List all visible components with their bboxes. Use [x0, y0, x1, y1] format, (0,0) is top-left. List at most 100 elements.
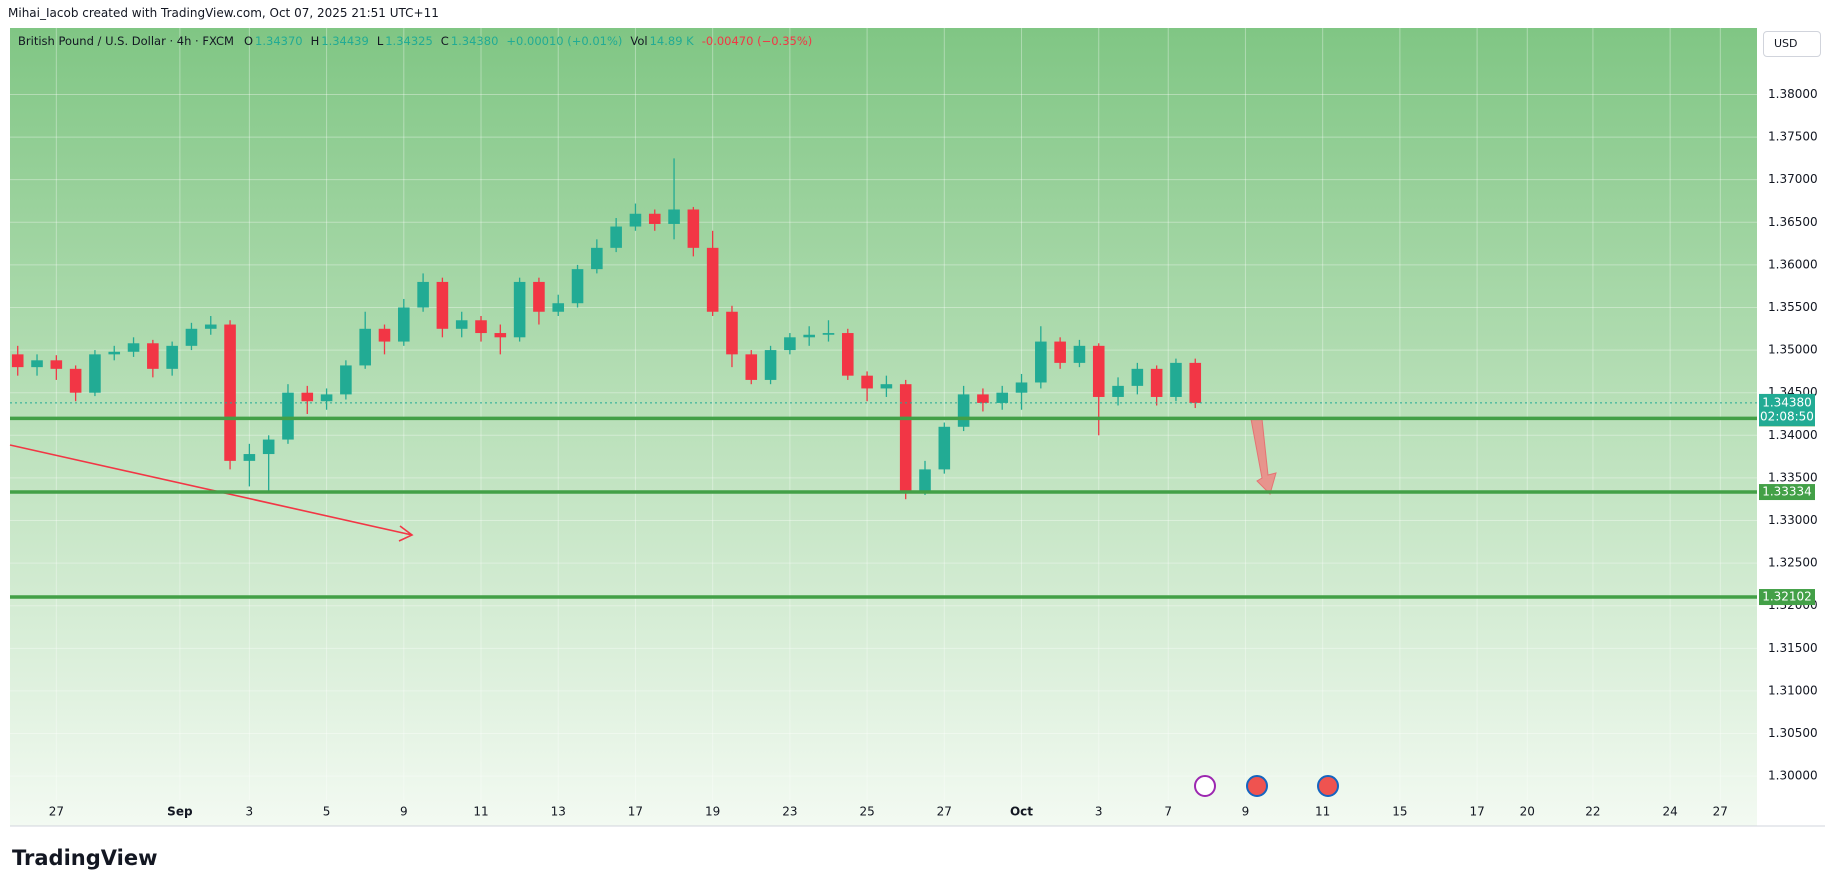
candle-body	[552, 303, 565, 312]
y-tick-label: 1.32500	[1768, 556, 1818, 570]
candle-body	[436, 281, 449, 329]
candle-body	[919, 469, 931, 491]
y-tick-label: 1.30500	[1768, 726, 1818, 740]
candle-body	[185, 328, 198, 346]
volume-value: 14.89 K	[649, 34, 694, 48]
candle-body	[610, 226, 622, 248]
candle-body	[571, 269, 584, 304]
candle-body	[1170, 362, 1182, 397]
attribution: Mihai_Iacob created with TradingView.com…	[8, 6, 439, 20]
x-tick-label: 24	[1662, 805, 1677, 819]
x-tick-label: 20	[1520, 805, 1535, 819]
currency-button[interactable]: USD	[1763, 31, 1821, 57]
candle-body	[1112, 385, 1124, 397]
x-tick-label: 19	[705, 805, 720, 819]
candle-body	[204, 324, 217, 329]
event-icon[interactable]	[1317, 775, 1339, 797]
candle-body	[668, 209, 680, 224]
candle-body	[629, 213, 642, 227]
candle-body	[475, 320, 487, 334]
candle-body	[1035, 341, 1047, 383]
trend-arrow	[9, 444, 413, 536]
trend-arrow-head	[398, 525, 414, 542]
legend-value: 1.34439	[321, 34, 369, 48]
candle-body	[340, 365, 352, 395]
candle-body	[1054, 341, 1066, 363]
candle-body	[50, 360, 63, 369]
x-tick-label: 27	[1713, 805, 1728, 819]
candle-body	[359, 328, 371, 366]
candle-body	[224, 324, 236, 461]
candle-body	[11, 354, 24, 368]
last-price-bg	[1759, 393, 1815, 426]
legend-key: L	[376, 34, 384, 48]
brand: TradingView	[12, 846, 158, 870]
x-tick-label: 3	[1095, 805, 1103, 819]
candle-body	[803, 334, 815, 338]
y-tick-label: 1.30000	[1768, 769, 1818, 783]
y-tick-label: 1.33000	[1768, 513, 1818, 527]
candle-body	[108, 351, 121, 355]
candle-body	[977, 394, 989, 403]
x-tick-label: 9	[1242, 805, 1250, 819]
candle-body	[1189, 362, 1202, 403]
legend-change: +0.00010 (+0.01%)	[506, 34, 623, 48]
candle-body	[687, 209, 700, 248]
x-tick-label: 17	[1469, 805, 1484, 819]
plot-background	[10, 28, 1757, 826]
candle-body	[996, 392, 1009, 403]
x-tick-label: 11	[473, 805, 488, 819]
legend-value: 1.34380	[450, 34, 499, 48]
candle-body	[1092, 345, 1105, 397]
y-tick-label: 1.36500	[1768, 215, 1818, 229]
y-tick-label: 1.31500	[1768, 641, 1818, 655]
event-icon[interactable]	[1194, 775, 1216, 797]
event-icon[interactable]	[1246, 775, 1268, 797]
x-tick-label: 22	[1585, 805, 1600, 819]
level-label: 1.32102	[1762, 590, 1812, 604]
candle-body	[378, 328, 391, 342]
legend-key: O	[243, 34, 254, 48]
candle-body	[938, 426, 951, 470]
legend: British Pound / U.S. Dollar · 4h · FXCM O…	[18, 34, 814, 48]
y-tick-label: 1.36000	[1768, 257, 1818, 271]
level-label-bg	[1759, 589, 1815, 606]
x-tick-label: 7	[1164, 805, 1172, 819]
candle-body	[899, 384, 912, 491]
y-tick-label: 1.37500	[1768, 130, 1818, 144]
candle-body	[417, 281, 429, 308]
candle-body	[591, 247, 603, 270]
candle-body	[69, 368, 82, 393]
x-tick-label: 11	[1315, 805, 1330, 819]
x-tick-label: 25	[859, 805, 874, 819]
x-tick-label: Sep	[167, 805, 193, 819]
candle-body	[455, 320, 468, 329]
candle-body	[764, 350, 777, 380]
candle-body	[282, 392, 294, 440]
y-tick-label: 1.33500	[1768, 470, 1818, 484]
legend-key: H	[310, 34, 320, 48]
y-tick-label: 1.31000	[1768, 683, 1818, 697]
candle-body	[513, 281, 526, 338]
candle-body	[262, 439, 275, 455]
y-tick-label: 1.34000	[1768, 428, 1818, 442]
x-tick-label: 5	[323, 805, 331, 819]
x-tick-label: 27	[49, 805, 64, 819]
y-tick-label: 1.35000	[1768, 343, 1818, 357]
legend-title: British Pound / U.S. Dollar · 4h · FXCM	[18, 34, 234, 48]
legend-value: 1.34370	[255, 34, 303, 48]
candle-body	[301, 392, 314, 402]
candle-body	[320, 394, 333, 402]
candle-body	[745, 354, 758, 380]
x-tick-label: Oct	[1010, 805, 1033, 819]
candle-body	[784, 337, 796, 351]
candle-body	[533, 281, 545, 312]
x-tick-label: 15	[1392, 805, 1407, 819]
candle-body	[31, 360, 43, 368]
candle-body	[822, 333, 835, 335]
candle-body	[648, 213, 661, 224]
candle-body	[861, 375, 873, 389]
